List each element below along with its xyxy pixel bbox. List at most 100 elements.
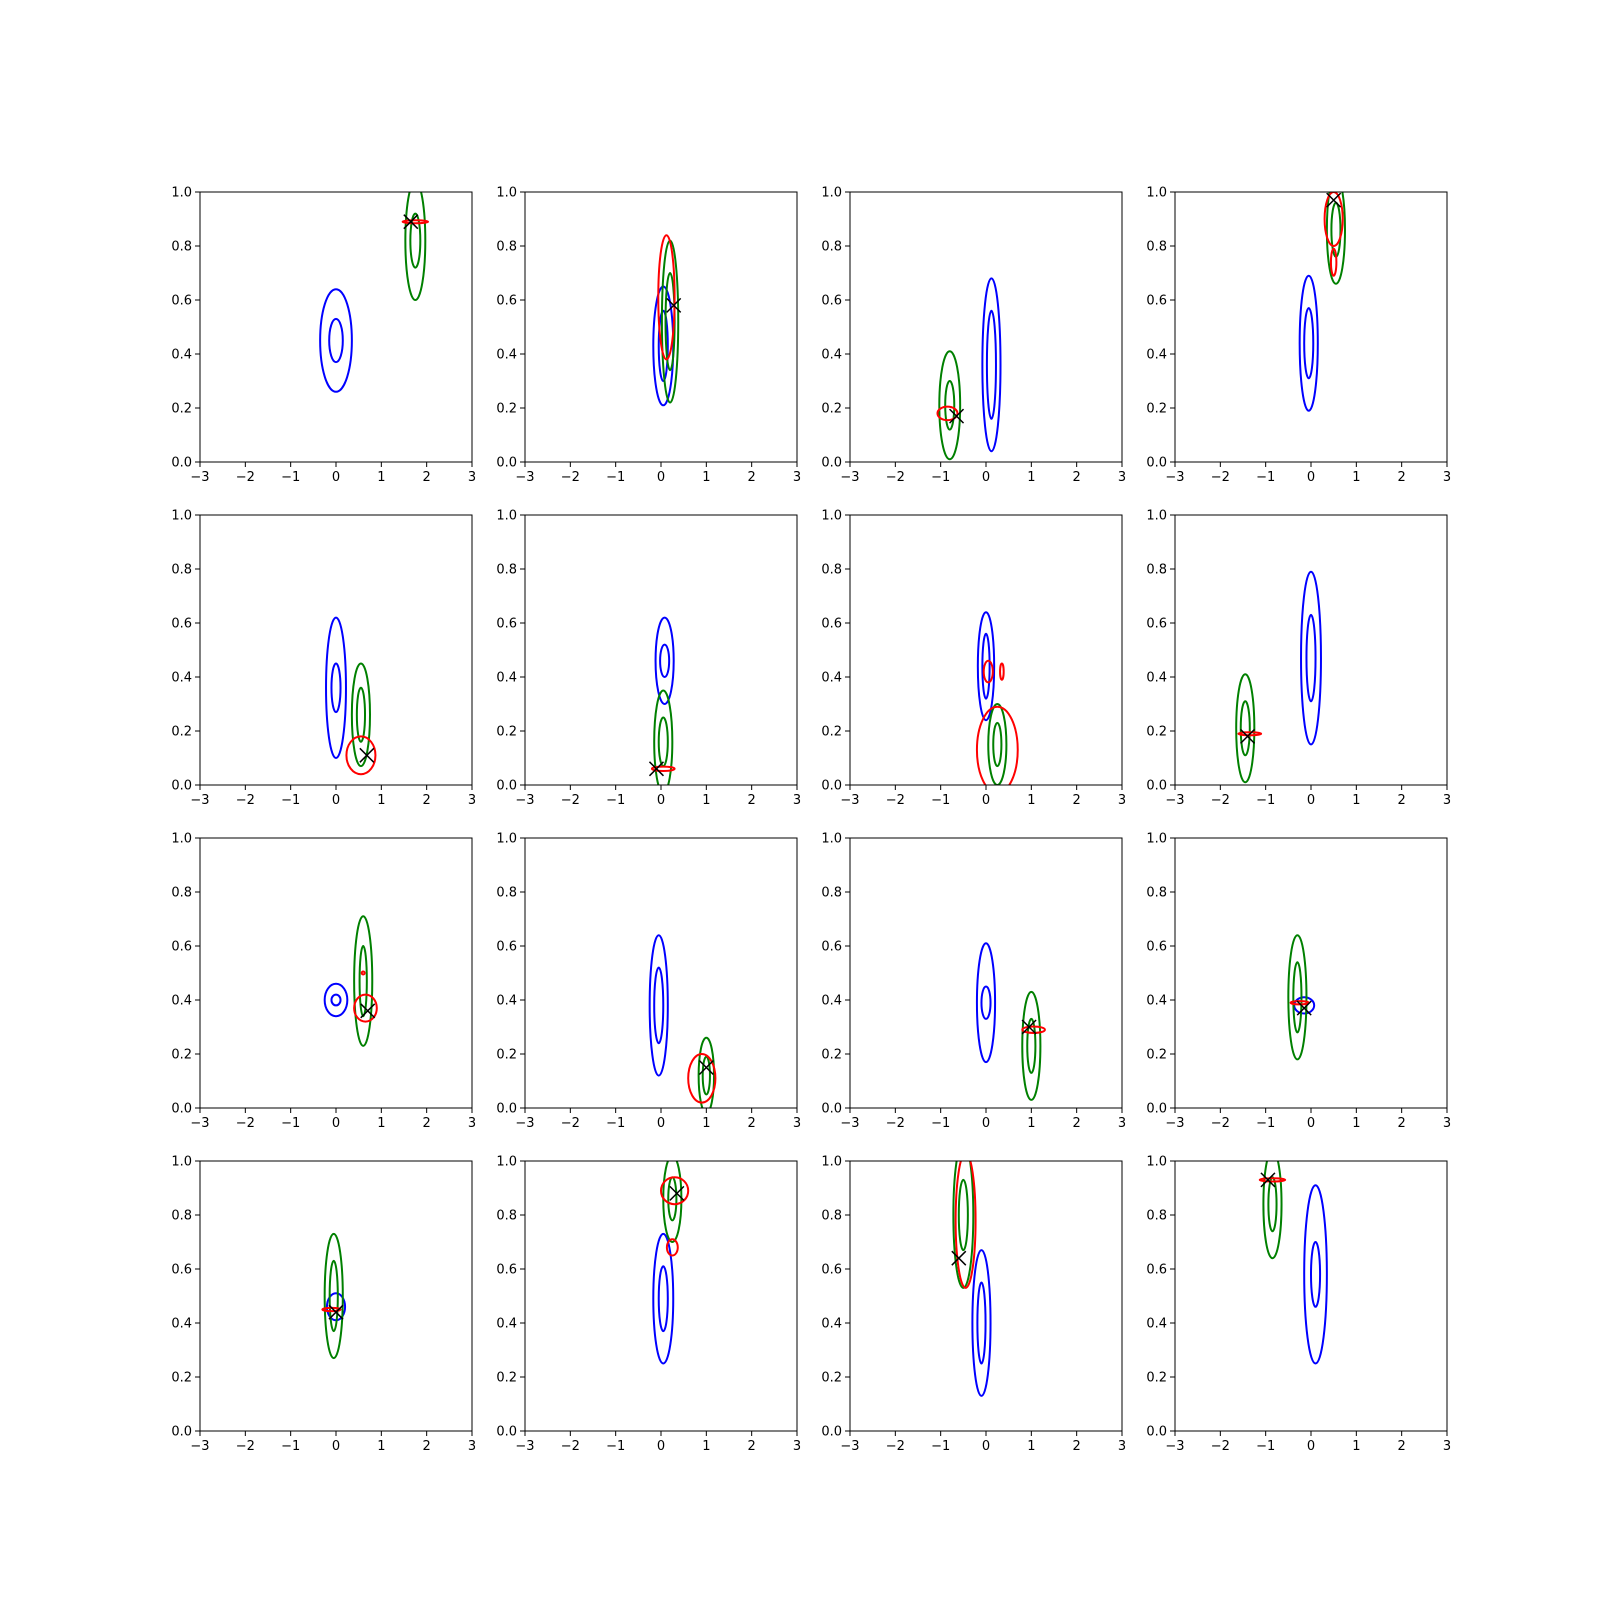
x-tick-label: 2 [1073,1439,1081,1454]
x-tick-label: −2 [1211,470,1230,485]
y-tick-label: 0.2 [496,1048,517,1063]
x-tick-label: −3 [840,470,859,485]
plot-area [319,192,430,393]
x-tick-label: 1 [702,1439,710,1454]
x-tick-label: 3 [1118,1439,1126,1454]
x-tick-label: 1 [1027,470,1035,485]
red-contour-1 [1021,1025,1046,1034]
red-contour-2 [360,970,366,976]
x-tick-label: 0 [657,1116,665,1131]
green-contour-level-2 [1026,1017,1037,1074]
x-tick-label: 3 [468,793,476,808]
y-tick-label: 0.6 [171,294,192,309]
x-tick-label: 2 [423,1116,431,1131]
y-tick-label: 0.2 [496,402,517,417]
x-tick-label: −3 [515,1116,534,1131]
x-marker [1296,1000,1312,1016]
y-tick-label: 0.4 [821,348,842,363]
x-tick-label: −2 [886,1116,905,1131]
x-tick-label: −3 [840,793,859,808]
green-contour-level-1 [353,915,374,1047]
y-tick-label: 0.0 [1146,779,1167,794]
subplot-10: −3 −2 −1 0 1 2 3 0.0 0.2 0.4 0.6 0.8 1.0 [496,832,801,1132]
plot-area [1235,570,1322,784]
blue-contour-level-2 [985,309,997,420]
x-tick-label: 2 [423,470,431,485]
x-marker [360,1003,376,1019]
subplot-5: −3 −2 −1 0 1 2 3 0.0 0.2 0.4 0.6 0.8 1.0 [171,509,476,809]
y-tick-label: 0.2 [496,1371,517,1386]
y-tick-label: 0.0 [821,1425,842,1440]
plot-area [975,611,1019,785]
x-tick-label: 0 [982,470,990,485]
y-tick-label: 0.0 [821,779,842,794]
x-marker [1021,1019,1037,1035]
x-marker [403,214,419,230]
x-tick-label: −2 [886,793,905,808]
green-contour-level-2 [409,212,422,269]
y-tick-label: 0.6 [1146,940,1167,955]
x-tick-label: 0 [657,470,665,485]
y-tick-label: 1.0 [821,509,842,524]
blue-contour-level-2 [980,985,992,1020]
y-tick-label: 0.8 [496,1209,517,1224]
x-tick-label: 3 [793,793,801,808]
subplot-3: −3 −2 −1 0 1 2 3 0.0 0.2 0.4 0.6 0.8 1.0 [821,186,1126,486]
x-tick-label: −1 [281,470,300,485]
subplot-16: −3 −2 −1 0 1 2 3 0.0 0.2 0.4 0.6 0.8 1.0 [1146,1155,1451,1455]
y-tick-label: 0.8 [171,1209,192,1224]
y-tick-label: 0.6 [496,940,517,955]
x-tick-label: 0 [982,1116,990,1131]
x-tick-label: 1 [1352,793,1360,808]
plot-area [1287,934,1316,1061]
x-tick-label: 0 [1307,1439,1315,1454]
red-contour-1 [1237,731,1263,737]
x-tick-label: −2 [236,1116,255,1131]
x-tick-label: −1 [931,1116,950,1131]
y-tick-label: 0.4 [821,994,842,1009]
y-tick-label: 1.0 [171,186,192,201]
y-tick-label: 0.4 [1146,994,1167,1009]
y-tick-label: 1.0 [496,186,517,201]
x-tick-label: 0 [332,793,340,808]
x-tick-label: −1 [281,793,300,808]
y-tick-label: 0.0 [171,1425,192,1440]
blue-contour-level-1 [1303,1184,1328,1365]
green-contour-level-1 [1287,934,1308,1061]
x-tick-label: 1 [377,470,385,485]
y-tick-label: 1.0 [496,832,517,847]
subplot-14: −3 −2 −1 0 1 2 3 0.0 0.2 0.4 0.6 0.8 1.0 [496,1155,801,1455]
axes-frame [1174,1160,1448,1432]
y-tick-label: 0.8 [171,563,192,578]
plot-area [936,277,1002,461]
x-marker [1326,192,1342,208]
y-tick-label: 0.4 [171,994,192,1009]
x-tick-label: 2 [748,1116,756,1131]
y-tick-label: 0.2 [1146,402,1167,417]
blue-contour-level-1 [981,277,1002,453]
y-tick-label: 1.0 [171,1155,192,1170]
x-tick-label: 0 [1307,1116,1315,1131]
y-tick-label: 0.0 [496,779,517,794]
plot-area [648,934,717,1108]
x-tick-label: 3 [1118,470,1126,485]
green-contour-level-2 [657,716,669,768]
y-tick-label: 0.4 [171,1317,192,1332]
x-tick-label: 1 [1352,1116,1360,1131]
x-tick-label: −1 [1256,793,1275,808]
green-contour-level-1 [952,1161,975,1289]
x-tick-label: −3 [190,1116,209,1131]
y-tick-label: 0.8 [496,886,517,901]
x-marker [1260,1172,1276,1188]
y-tick-label: 0.8 [821,886,842,901]
axes-frame [1174,191,1448,463]
subplot-1: −3 −2 −1 0 1 2 3 0.0 0.2 0.4 0.6 0.8 1.0 [171,186,476,486]
y-tick-label: 0.2 [1146,725,1167,740]
y-tick-label: 0.2 [821,1048,842,1063]
green-contour-level-2 [1239,700,1251,757]
x-tick-label: 3 [1443,1116,1451,1131]
x-tick-label: 2 [1398,793,1406,808]
x-tick-label: 0 [982,1439,990,1454]
x-tick-label: −3 [1165,1116,1184,1131]
y-tick-label: 0.0 [496,1425,517,1440]
